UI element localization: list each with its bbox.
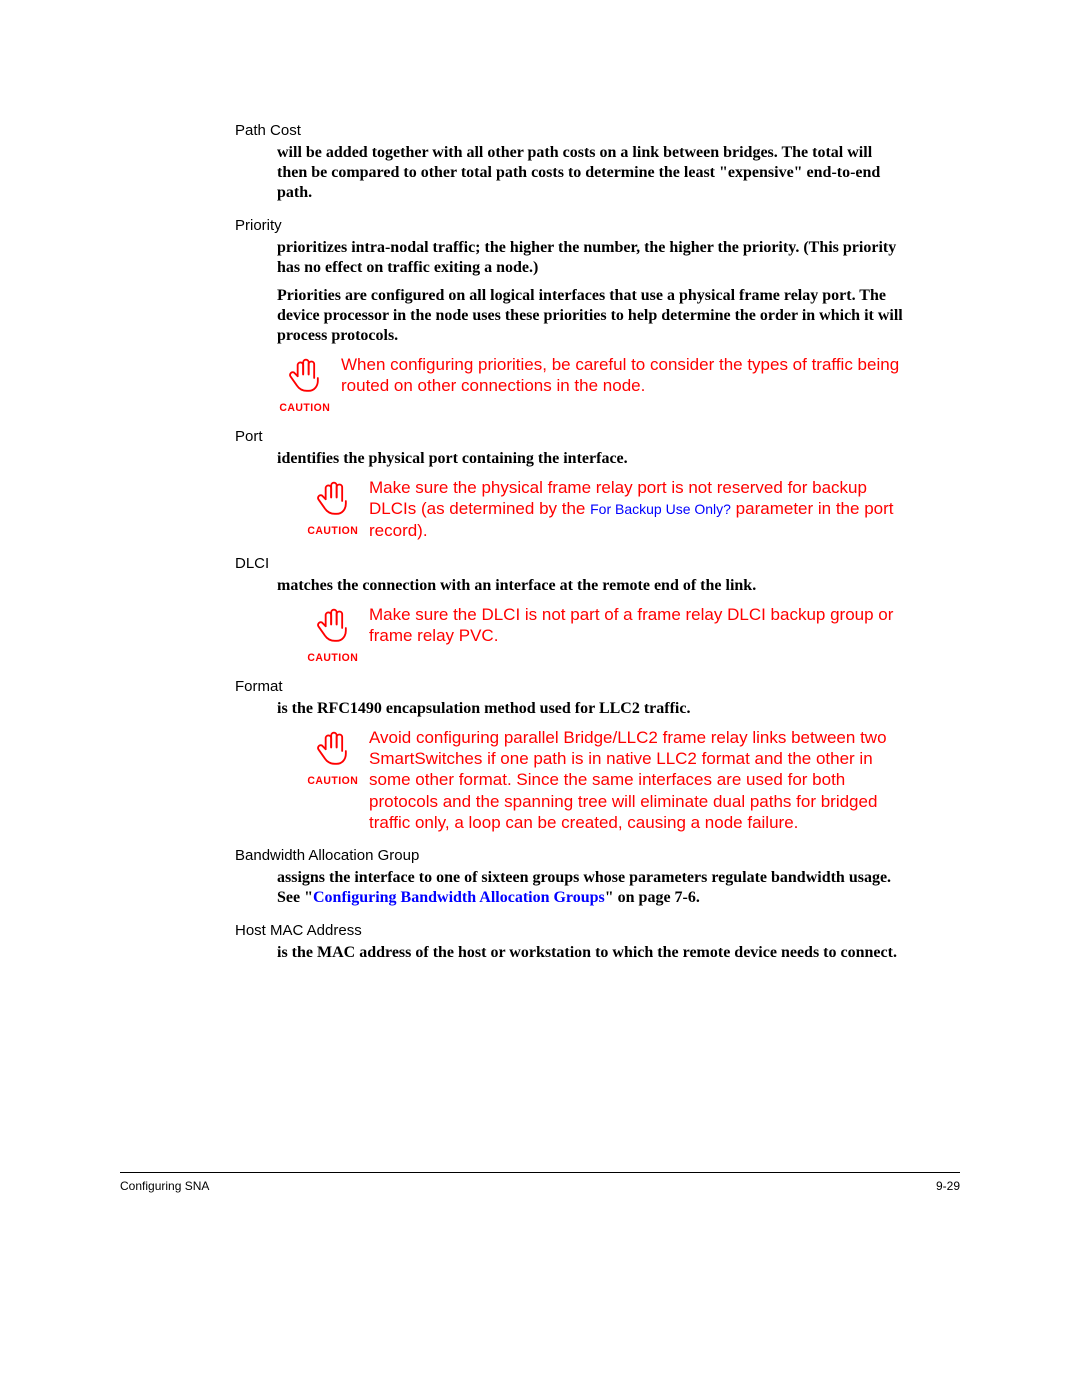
caution-text-port: Make sure the physical frame relay port … — [369, 477, 905, 541]
caution-port-param-link[interactable]: For Backup Use Only? — [590, 501, 731, 517]
caution-label: CAUTION — [280, 402, 331, 414]
defn-host-mac: is the MAC address of the host or workst… — [277, 943, 905, 963]
defn-bag: assigns the interface to one of sixteen … — [277, 868, 905, 908]
caution-format: CAUTION Avoid configuring parallel Bridg… — [305, 727, 905, 833]
caution-label: CAUTION — [308, 775, 359, 787]
term-port: Port — [235, 428, 905, 445]
defn-port: identifies the physical port containing … — [277, 449, 905, 469]
term-bag: Bandwidth Allocation Group — [235, 847, 905, 864]
caution-text-priority: When configuring priorities, be careful … — [341, 354, 905, 397]
page-content: Path Cost will be added together with al… — [235, 108, 905, 969]
caution-text-format: Avoid configuring parallel Bridge/LLC2 f… — [369, 727, 905, 833]
defn-priority-2: Priorities are configured on all logical… — [277, 286, 905, 346]
defn-path-cost: will be added together with all other pa… — [277, 143, 905, 203]
caution-label: CAUTION — [308, 525, 359, 537]
term-priority: Priority — [235, 217, 905, 234]
defn-bag-post: " on page 7-6. — [605, 889, 700, 906]
term-path-cost: Path Cost — [235, 122, 905, 139]
caution-text-dlci: Make sure the DLCI is not part of a fram… — [369, 604, 905, 647]
term-format: Format — [235, 678, 905, 695]
caution-hand-icon: CAUTION — [305, 479, 361, 537]
caution-label: CAUTION — [308, 652, 359, 664]
footer-left: Configuring SNA — [120, 1179, 209, 1193]
caution-hand-icon: CAUTION — [305, 729, 361, 787]
caution-hand-icon: CAUTION — [305, 606, 361, 664]
defn-format: is the RFC1490 encapsulation method used… — [277, 699, 905, 719]
caution-port: CAUTION Make sure the physical frame rel… — [305, 477, 905, 541]
caution-dlci: CAUTION Make sure the DLCI is not part o… — [305, 604, 905, 664]
page-footer: Configuring SNA 9-29 — [120, 1172, 960, 1193]
term-host-mac: Host MAC Address — [235, 922, 905, 939]
footer-right: 9-29 — [936, 1179, 960, 1193]
caution-hand-icon: CAUTION — [277, 356, 333, 414]
defn-priority-1: prioritizes intra-nodal traffic; the hig… — [277, 238, 905, 278]
defn-dlci: matches the connection with an interface… — [277, 576, 905, 596]
caution-priority: CAUTION When configuring priorities, be … — [277, 354, 905, 414]
term-dlci: DLCI — [235, 555, 905, 572]
defn-bag-link[interactable]: Configuring Bandwidth Allocation Groups — [313, 889, 605, 906]
